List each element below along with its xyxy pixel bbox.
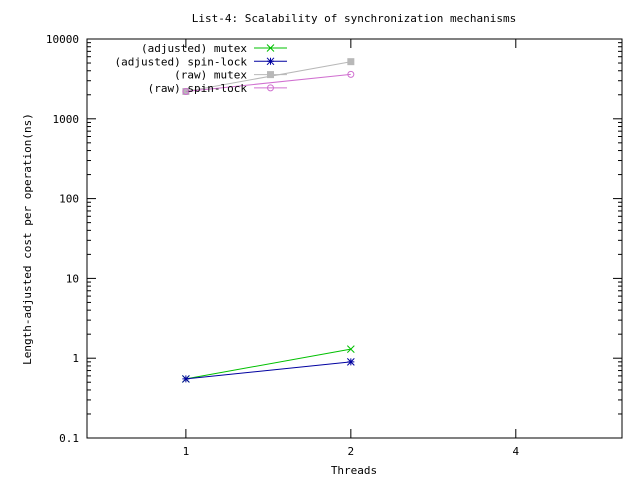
legend-marker — [266, 57, 275, 66]
legend-marker — [267, 71, 274, 79]
series-line — [185, 348, 351, 380]
x-axis-ticks: 1 2 4 — [183, 39, 519, 458]
legend: (adjusted) mutex(adjusted) spin-lock(raw… — [115, 42, 287, 95]
data-point — [347, 58, 355, 66]
legend-label: (raw) spin-lock — [148, 82, 248, 95]
y-tick-label: 10 — [66, 272, 79, 285]
y-tick-label: 100 — [59, 193, 79, 206]
legend-label: (raw) mutex — [174, 69, 247, 82]
x-tick-label: 4 — [512, 445, 519, 458]
y-axis-ticks: 0.1 1 10 100 1000 10000 — [46, 33, 622, 445]
data-point — [346, 345, 355, 353]
x-axis-label: Threads — [331, 464, 377, 477]
data-point — [347, 70, 355, 78]
legend-label: (adjusted) mutex — [141, 42, 247, 55]
data-point — [346, 357, 355, 366]
y-axis-label: Length-adjusted cost per operation(ns) — [21, 113, 34, 365]
y-tick-label: 1 — [72, 352, 79, 365]
chart-title: List-4: Scalability of synchronization m… — [192, 12, 517, 25]
y-tick-label: 10000 — [46, 33, 79, 46]
plot-area-border — [86, 38, 623, 439]
series — [182, 357, 355, 383]
series-line — [185, 73, 351, 92]
x-tick-label: 2 — [348, 445, 355, 458]
y-tick-label: 0.1 — [59, 432, 79, 445]
legend-marker — [267, 84, 274, 92]
series-layer — [182, 58, 355, 383]
data-point — [182, 87, 190, 95]
data-point — [182, 375, 190, 383]
data-point — [182, 87, 190, 95]
series-line — [185, 361, 351, 380]
legend-label: (adjusted) spin-lock — [115, 55, 248, 68]
x-tick-label: 1 — [183, 445, 190, 458]
series — [182, 70, 355, 95]
legend-marker — [266, 44, 275, 52]
y-tick-label: 1000 — [53, 113, 80, 126]
